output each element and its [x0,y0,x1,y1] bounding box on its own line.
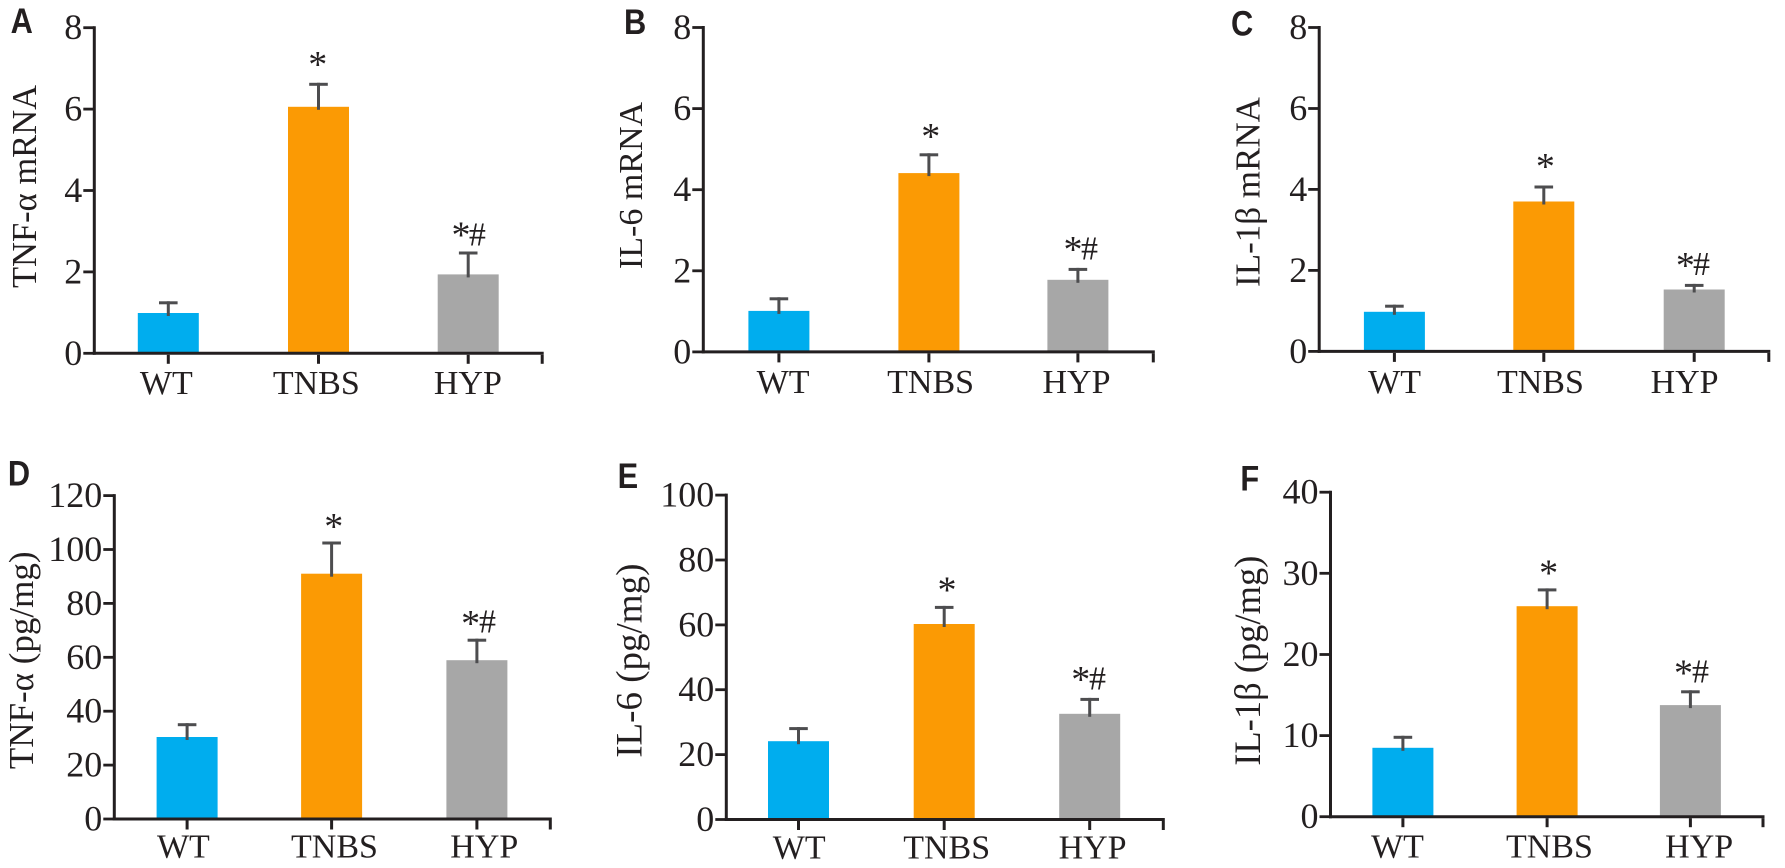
svg-text:0: 0 [64,333,82,373]
svg-text:TNBS: TNBS [887,364,974,401]
svg-text:10: 10 [1283,715,1319,755]
svg-text:4: 4 [64,170,82,210]
svg-text:#: # [1692,653,1709,690]
svg-text:6: 6 [1289,88,1307,128]
svg-text:A: A [11,1,33,40]
svg-text:60: 60 [678,604,714,644]
svg-text:0: 0 [1289,331,1307,371]
svg-text:80: 80 [66,583,102,623]
svg-text:40: 40 [1283,472,1319,512]
svg-text:60: 60 [66,637,102,677]
svg-text:*: * [1676,245,1695,287]
svg-text:IL-6 mRNA: IL-6 mRNA [613,101,650,269]
svg-text:*: * [452,215,471,257]
svg-text:WT: WT [157,829,210,866]
svg-text:WT: WT [757,364,810,401]
svg-text:TNBS: TNBS [1497,364,1584,401]
svg-text:4: 4 [673,169,691,209]
svg-text:HYP: HYP [434,365,502,402]
svg-text:2: 2 [64,251,82,291]
svg-text:*: * [1674,653,1693,695]
svg-text:0: 0 [84,799,102,839]
svg-text:8: 8 [1289,7,1307,47]
svg-text:#: # [469,216,486,253]
svg-text:20: 20 [678,734,714,774]
svg-text:4: 4 [1289,169,1307,209]
svg-text:*: * [1071,659,1090,701]
svg-text:30: 30 [1283,553,1319,593]
svg-text:HYP: HYP [1059,830,1127,867]
svg-text:C: C [1231,4,1253,43]
svg-text:HYP: HYP [1042,364,1110,401]
svg-text:2: 2 [673,250,691,290]
svg-text:100: 100 [660,475,714,515]
svg-text:HYP: HYP [1651,364,1719,401]
svg-text:TNBS: TNBS [903,830,990,867]
svg-text:6: 6 [673,88,691,128]
svg-text:TNBS: TNBS [291,829,378,866]
svg-text:*: * [921,116,940,158]
svg-text:6: 6 [64,89,82,129]
svg-text:D: D [8,454,30,493]
svg-text:0: 0 [673,331,691,371]
svg-text:*: * [1536,146,1555,188]
svg-text:20: 20 [66,745,102,785]
svg-text:#: # [479,604,496,641]
svg-text:80: 80 [678,540,714,580]
svg-text:B: B [624,2,646,41]
svg-text:*: * [1539,552,1558,594]
svg-text:IL-1β (pg/mg): IL-1β (pg/mg) [1227,556,1268,766]
svg-text:2: 2 [1289,250,1307,290]
svg-text:*: * [1064,229,1083,271]
svg-text:F: F [1240,459,1259,498]
svg-text:E: E [618,456,639,495]
svg-text:*: * [461,603,480,645]
svg-text:WT: WT [1368,364,1421,401]
svg-text:TNBS: TNBS [273,365,360,402]
svg-text:TNBS: TNBS [1506,828,1593,865]
svg-text:100: 100 [48,529,102,569]
svg-text:HYP: HYP [450,829,518,866]
svg-text:0: 0 [696,799,714,839]
svg-text:WT: WT [140,365,193,402]
svg-text:40: 40 [678,669,714,709]
svg-text:WT: WT [773,830,826,867]
svg-text:WT: WT [1371,828,1424,865]
svg-text:#: # [1089,661,1106,698]
svg-text:0: 0 [1301,796,1319,836]
svg-text:*: * [324,506,343,548]
svg-text:*: * [938,570,957,612]
svg-text:TNF-α mRNA: TNF-α mRNA [6,85,44,288]
svg-text:120: 120 [48,475,102,515]
svg-text:*: * [308,44,327,86]
svg-text:HYP: HYP [1665,828,1733,865]
svg-text:8: 8 [64,7,82,47]
svg-text:#: # [1081,231,1098,268]
svg-text:TNF-α (pg/mg): TNF-α (pg/mg) [2,551,41,769]
svg-text:IL-6 (pg/mg): IL-6 (pg/mg) [610,564,651,758]
svg-text:20: 20 [1283,634,1319,674]
svg-text:40: 40 [66,691,102,731]
svg-text:8: 8 [673,7,691,47]
svg-text:IL-1β mRNA: IL-1β mRNA [1229,96,1268,287]
svg-text:#: # [1693,246,1710,283]
